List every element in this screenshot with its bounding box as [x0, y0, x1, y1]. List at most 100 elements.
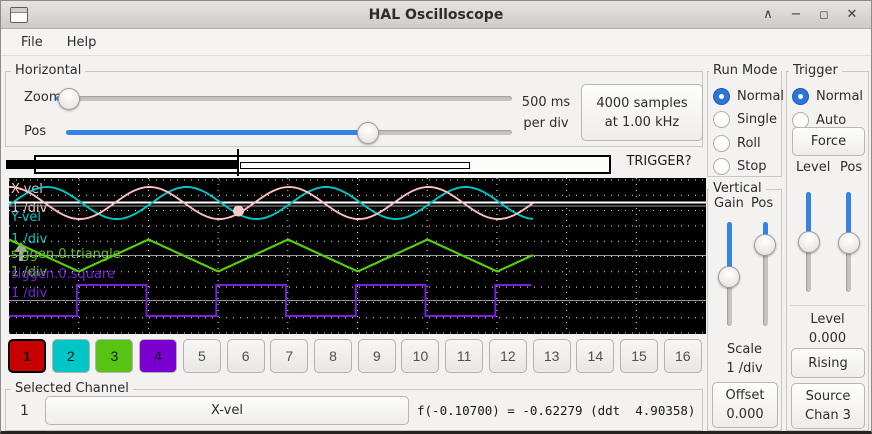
force-trigger-button[interactable]: Force — [792, 127, 865, 156]
scope-channel-label: siggen.0.square — [11, 267, 115, 282]
trigger-frame: Trigger Normal Auto Force Level Pos Level… — [786, 63, 869, 431]
channel-button-row: 1 2 3 4 5 6 7 8 9 10 11 12 13 14 15 16 — [8, 339, 702, 373]
channel-button-9[interactable]: 9 — [357, 339, 396, 373]
trace-Y-vel — [9, 186, 534, 220]
trigger-pos-slider-fill — [846, 192, 851, 243]
trigger-marker-arrow-icon — [14, 242, 28, 261]
channel-button-2[interactable]: 2 — [51, 339, 90, 373]
channel-button-8[interactable]: 8 — [314, 339, 353, 373]
channel-source-button[interactable]: X-vel — [45, 396, 409, 425]
vertical-pos-slider-label: Pos — [751, 196, 774, 211]
run-mode-radio-roll[interactable]: Roll — [713, 134, 761, 152]
menubar: File Help — [1, 29, 871, 56]
gain-slider-thumb[interactable] — [718, 266, 740, 288]
run-mode-frame: Run Mode Normal Single Roll Stop — [707, 63, 784, 177]
run-mode-radio-label: Normal — [737, 88, 785, 104]
trigger-separator — [790, 305, 865, 306]
horizontal-pos-slider-thumb[interactable] — [357, 122, 379, 144]
run-mode-radio-label: Stop — [737, 159, 767, 174]
trigger-source-button[interactable]: Source Chan 3 — [791, 383, 865, 429]
run-mode-radio-circle[interactable] — [713, 87, 730, 105]
run-mode-radio-normal[interactable]: Normal — [713, 87, 784, 105]
channel-button-16[interactable]: 16 — [663, 339, 702, 373]
shade-button[interactable]: ∧ — [763, 7, 773, 22]
close-button[interactable]: ✕ — [846, 7, 858, 22]
channel-button-13[interactable]: 13 — [532, 339, 571, 373]
channel-button-5[interactable]: 5 — [182, 339, 221, 373]
trigger-level-value: 0.000 — [808, 331, 847, 346]
vertical-frame: Vertical Gain Pos Scale 1 /div Offset 0.… — [707, 181, 782, 431]
scope-channel-label: 1 /div — [11, 286, 48, 301]
channel-button-6[interactable]: 6 — [226, 339, 265, 373]
scope-channel-label: 1 /div — [11, 265, 48, 280]
vertical-pos-slider-track[interactable] — [763, 222, 768, 326]
channel-button-12[interactable]: 12 — [488, 339, 527, 373]
trigger-level-slider-label: Level — [796, 160, 831, 175]
run-mode-radio-circle[interactable] — [713, 111, 730, 128]
trigger-level-slider-fill — [806, 192, 811, 242]
channel-button-3[interactable]: 3 — [95, 339, 134, 373]
channel-button-1[interactable]: 1 — [8, 339, 46, 373]
trigger-radio-circle[interactable] — [792, 87, 809, 105]
menu-help[interactable]: Help — [66, 34, 97, 50]
run-mode-radio-label: Single — [737, 112, 777, 127]
gain-slider-label: Gain — [714, 196, 744, 211]
trigger-radio-label: Normal — [816, 88, 864, 104]
scale-value: 1 /div — [726, 361, 763, 376]
run-mode-radio-circle[interactable] — [713, 134, 730, 152]
minimize-button[interactable]: − — [790, 7, 802, 22]
menu-file[interactable]: File — [21, 34, 43, 50]
trigger-slope-button[interactable]: Rising — [791, 348, 865, 378]
channel-button-14[interactable]: 14 — [576, 339, 615, 373]
pos-slider-label: Pos — [24, 124, 47, 139]
run-mode-radio-label: Roll — [737, 135, 761, 151]
channel-button-4[interactable]: 4 — [139, 339, 178, 373]
gain-slider-fill — [727, 222, 732, 277]
scope-canvas — [9, 178, 706, 334]
offset-button[interactable]: Offset 0.000 — [712, 382, 778, 428]
trigger-radio-circle[interactable] — [792, 111, 809, 129]
trigger-pos-slider-thumb[interactable] — [838, 232, 860, 254]
zoom-slider-thumb[interactable] — [58, 88, 80, 110]
selected-channel-number: 1 — [20, 403, 29, 419]
run-mode-radio-single[interactable]: Single — [713, 111, 777, 129]
trigger-pos-slider-label: Pos — [840, 160, 863, 175]
window-controls: ∧ − ◻ ✕ — [757, 1, 863, 29]
trigger-level-slider-thumb[interactable] — [798, 231, 820, 253]
scope-channel-label: siggen.0.triangle — [11, 247, 121, 262]
zoom-slider-track[interactable] — [56, 96, 512, 101]
window-title: HAL Oscilloscope — [368, 7, 504, 23]
scope-channel-label: 1 /div — [11, 201, 48, 216]
trigger-frame-label: Trigger — [789, 63, 842, 78]
horizontal-frame-label: Horizontal — [11, 63, 86, 78]
run-mode-radio-circle[interactable] — [713, 158, 730, 175]
trigger-radio-normal[interactable]: Normal — [792, 87, 863, 105]
samples-button[interactable]: 4000 samples at 1.00 kHz — [581, 84, 703, 141]
run-mode-radio-stop[interactable]: Stop — [713, 158, 767, 176]
trigger-position-tick — [237, 149, 239, 176]
zoom-slider-label: Zoom — [24, 90, 62, 105]
time-per-div-label: 500 ms per div — [521, 95, 571, 131]
trigger-point-marker — [233, 205, 244, 217]
selected-channel-frame-label: Selected Channel — [11, 381, 133, 396]
record-progress-bar — [6, 160, 239, 169]
record-display-span-bar — [240, 162, 470, 169]
vertical-pos-slider-thumb[interactable] — [754, 234, 776, 256]
signal-value-readout: f(-0.10700) = -0.62279 (ddt 4.90358) — [417, 403, 696, 418]
scale-label: Scale — [727, 342, 762, 357]
channel-button-15[interactable]: 15 — [620, 339, 659, 373]
channel-button-7[interactable]: 7 — [270, 339, 309, 373]
scope-display: X-vel 1 /div Y-vel 1 /div siggen.0.triangle 1… — [9, 178, 706, 334]
channel-button-10[interactable]: 10 — [401, 339, 440, 373]
scope-channel-label: 1 /div — [11, 232, 48, 247]
horizontal-pos-slider-fill — [66, 130, 368, 135]
maximize-button[interactable]: ◻ — [819, 8, 829, 21]
window-icon — [10, 7, 28, 23]
selected-channel-frame: Selected Channel 1 X-vel f(-0.10700) = -… — [5, 381, 703, 431]
vertical-frame-label: Vertical — [709, 181, 766, 196]
channel-button-11[interactable]: 11 — [445, 339, 484, 373]
titlebar: HAL Oscilloscope ∧ − ◻ ✕ — [1, 1, 871, 29]
vertical-pos-slider-fill — [763, 222, 768, 245]
trigger-status-label: TRIGGER? — [626, 154, 692, 169]
